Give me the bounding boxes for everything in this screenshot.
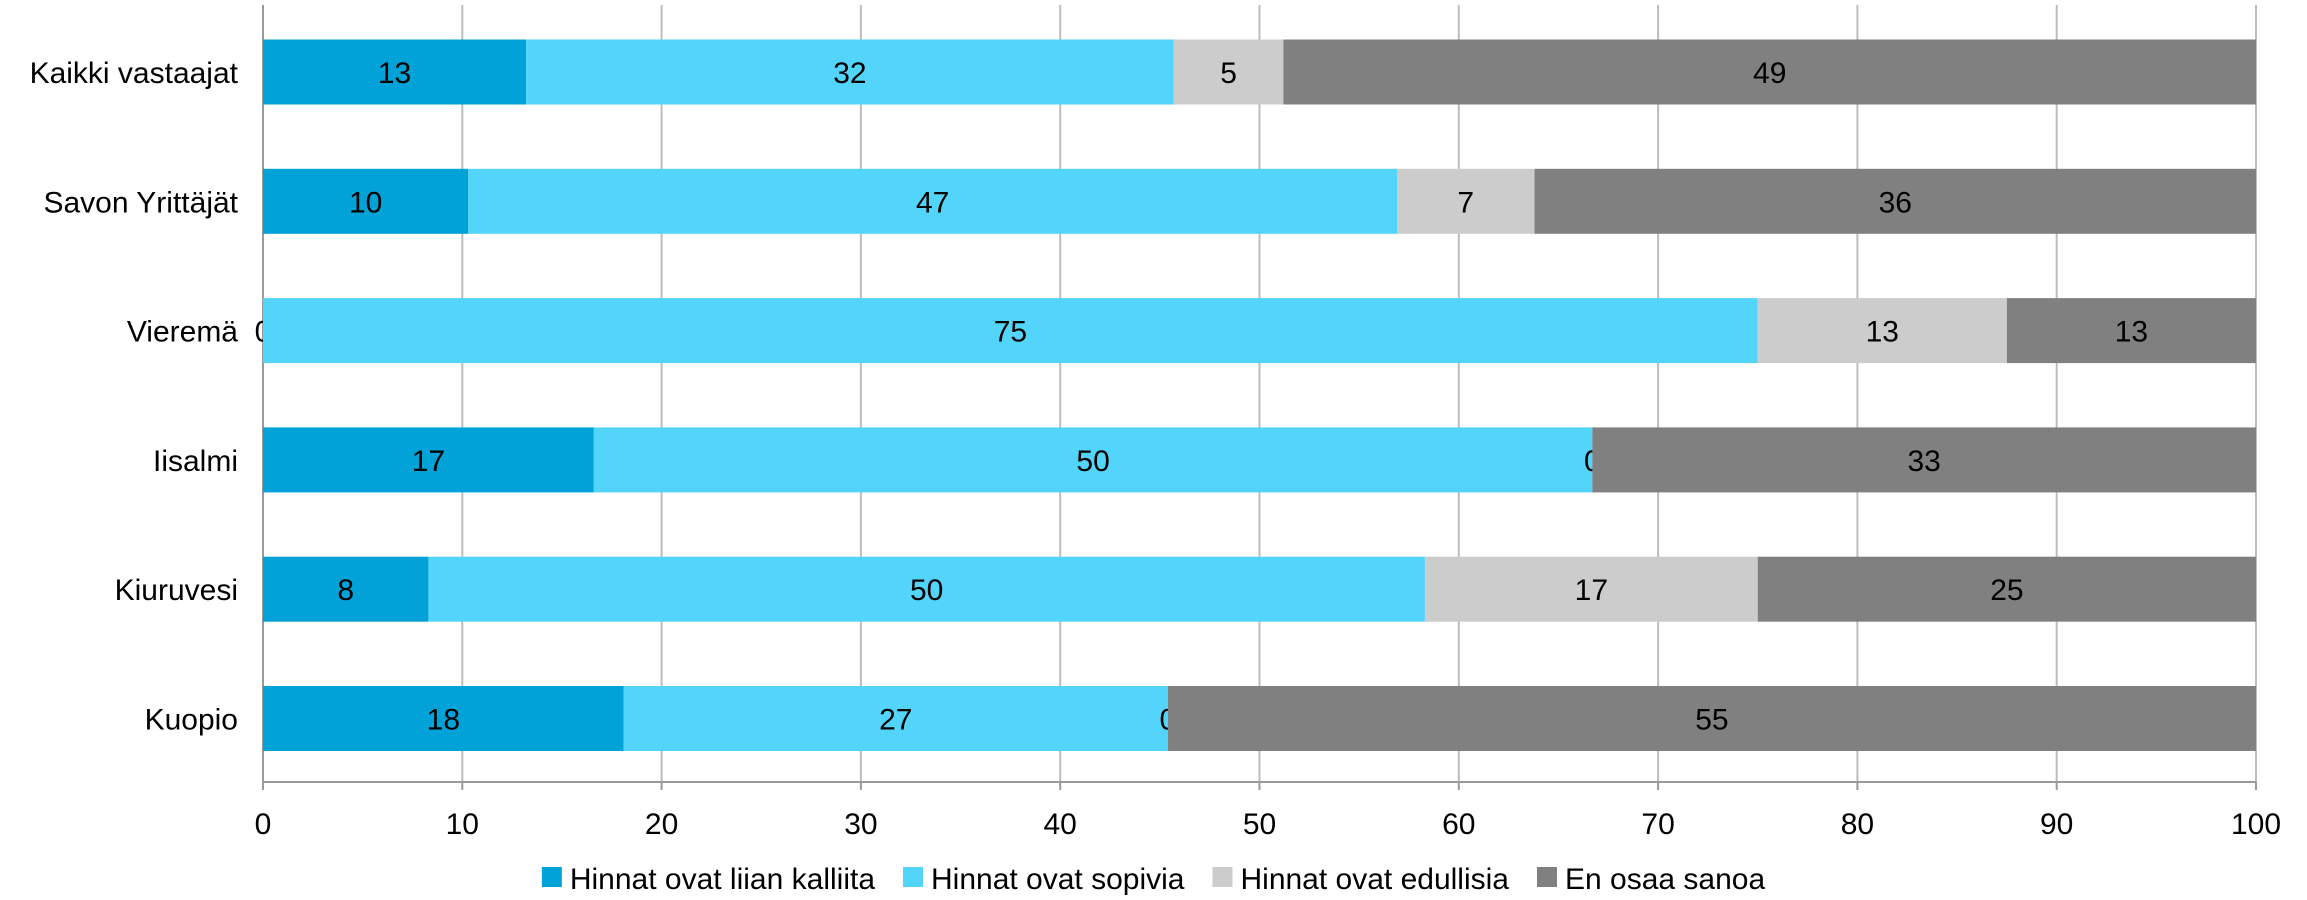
data-label: 32 [833,57,866,90]
bar-segment [1167,686,2256,751]
x-tick-label: 100 [2231,808,2281,841]
bar-segment [1173,39,1284,105]
legend-swatch [541,867,562,887]
data-label: 47 [916,186,949,219]
category-label: Savon Yrittäjät [43,186,238,219]
data-label: 17 [412,445,445,478]
legend-label: En osaa sanoa [1565,863,1765,896]
x-tick-label: 30 [844,808,877,841]
data-label: 5 [1220,57,1237,90]
legend-label: Hinnat ovat sopivia [931,863,1185,896]
bar-segment [263,686,624,751]
x-tick-label: 20 [645,808,678,841]
data-label: 10 [349,186,382,219]
data-label: 27 [879,704,912,737]
x-tick-label: 50 [1243,808,1276,841]
legend-label: Hinnat ovat liian kalliita [570,863,875,896]
bar-segment [263,298,1758,364]
category-label: Kuopio [145,704,238,737]
x-tick-label: 60 [1442,808,1475,841]
data-label: 17 [1575,574,1608,607]
legend-swatch [1536,867,1557,887]
bar-segment [1283,39,2256,105]
data-label: 13 [1866,316,1899,349]
data-label: 36 [1879,186,1912,219]
data-label: 55 [1695,704,1728,737]
bar-segment [593,427,1593,493]
data-label: 13 [378,57,411,90]
x-tick-label: 90 [2040,808,2073,841]
bar-segment [1757,556,2256,622]
bar-segment [1534,168,2256,234]
x-tick-label: 40 [1044,808,1077,841]
x-tick-label: 70 [1641,808,1674,841]
bar-segment [1592,427,2256,493]
legend-label: Hinnat ovat edullisia [1240,863,1509,896]
category-label: Iisalmi [153,445,238,478]
bar-segment [263,39,527,105]
bar-segment [263,556,429,622]
x-tick-label: 80 [1841,808,1874,841]
data-label: 8 [337,574,354,607]
legend-swatch [903,867,924,887]
bar-segment [263,427,594,493]
category-label: Kiuruvesi [115,574,238,607]
bar-segment [1757,298,2007,364]
bar-segment [623,686,1168,751]
bar-segment [468,168,1398,234]
data-label: 18 [427,704,460,737]
data-label: 7 [1457,186,1474,219]
data-label: 50 [1076,445,1109,478]
data-label: 75 [994,316,1027,349]
category-label: Kaikki vastaajat [30,57,239,90]
bar-segment [1397,168,1535,234]
x-tick-label: 10 [446,808,479,841]
bar-segment [263,168,469,234]
bar-segment [526,39,1174,105]
data-label: 25 [1990,574,2023,607]
data-label: 50 [910,574,943,607]
data-label: 13 [2115,316,2148,349]
data-label: 49 [1753,57,1786,90]
bar-segment [1424,556,1758,622]
data-label: 33 [1907,445,1940,478]
bar-segment [2006,298,2256,364]
legend-swatch [1212,867,1233,887]
bar-segment [428,556,1425,622]
category-label: Vieremä [127,316,238,349]
x-tick-label: 0 [255,808,272,841]
